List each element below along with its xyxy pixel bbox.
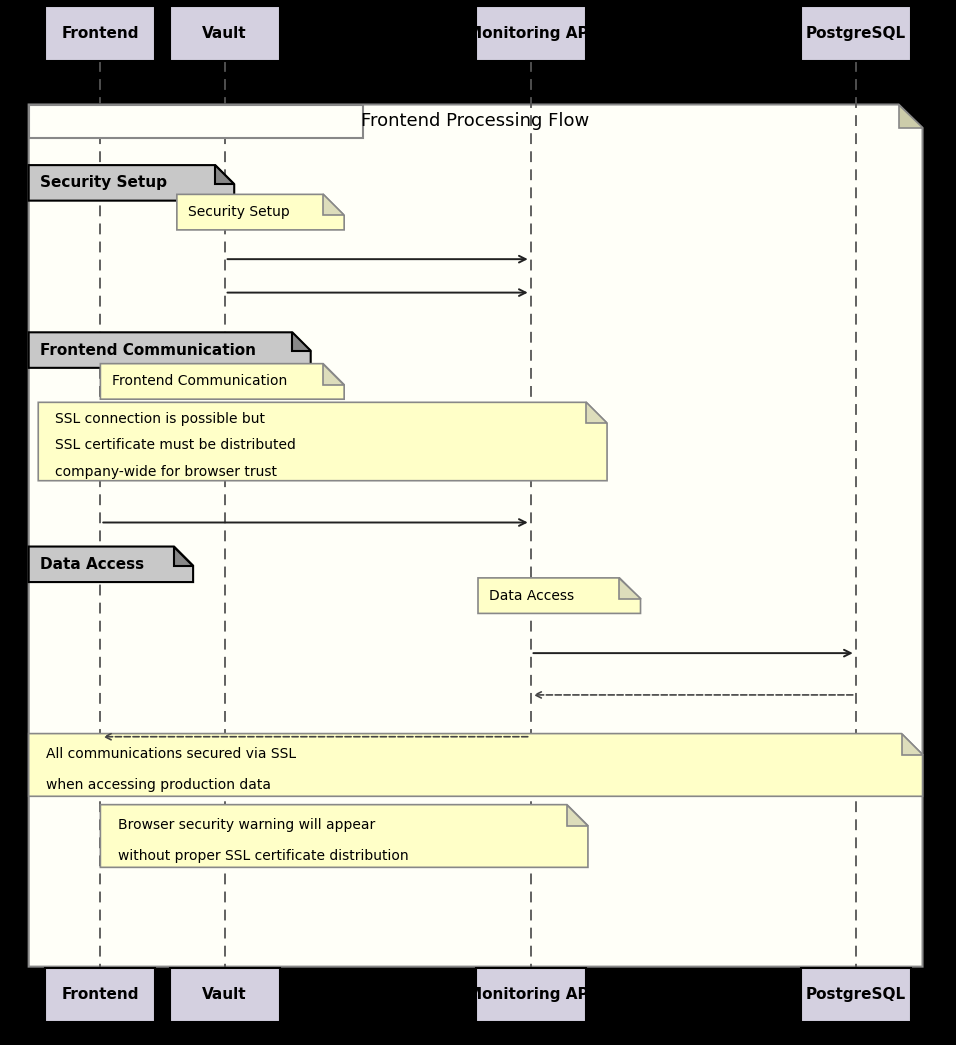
FancyBboxPatch shape [476,968,585,1022]
Text: company-wide for browser trust: company-wide for browser trust [55,465,277,479]
Text: SSL certificate must be distributed: SSL certificate must be distributed [55,439,296,452]
Polygon shape [100,364,344,399]
Text: Vault: Vault [203,988,247,1002]
Text: without proper SSL certificate distribution: without proper SSL certificate distribut… [118,850,408,863]
FancyBboxPatch shape [45,968,155,1022]
FancyBboxPatch shape [45,6,155,61]
Text: PostgreSQL: PostgreSQL [806,988,905,1002]
Polygon shape [29,104,923,967]
Text: Vault: Vault [203,26,247,41]
Text: Frontend Processing Flow: Frontend Processing Flow [361,112,590,131]
FancyBboxPatch shape [170,6,279,61]
Polygon shape [29,734,923,796]
Polygon shape [567,805,588,826]
Polygon shape [902,734,923,754]
FancyBboxPatch shape [476,6,585,61]
Text: Security Setup: Security Setup [188,205,290,219]
Text: Security Setup: Security Setup [40,176,167,190]
Polygon shape [619,578,641,599]
Polygon shape [323,194,344,215]
Text: All communications secured via SSL: All communications secured via SSL [46,747,296,761]
Text: PostgreSQL: PostgreSQL [806,26,905,41]
Text: Frontend: Frontend [61,988,140,1002]
FancyBboxPatch shape [800,968,910,1022]
Polygon shape [38,402,607,481]
Polygon shape [29,332,311,368]
Text: Monitoring API: Monitoring API [467,988,595,1002]
Text: Data Access: Data Access [40,557,144,572]
Polygon shape [29,547,193,582]
Text: Frontend: Frontend [61,26,140,41]
Text: Monitoring API: Monitoring API [467,26,595,41]
Polygon shape [29,104,363,138]
Polygon shape [586,402,607,423]
Polygon shape [29,165,234,201]
Polygon shape [292,332,311,351]
Polygon shape [323,364,344,385]
Text: Frontend Communication: Frontend Communication [40,343,256,357]
Polygon shape [100,805,588,867]
FancyBboxPatch shape [800,6,910,61]
Text: Browser security warning will appear: Browser security warning will appear [118,818,375,832]
Text: SSL connection is possible but: SSL connection is possible but [55,413,266,426]
Polygon shape [478,578,641,613]
Text: when accessing production data: when accessing production data [46,779,271,792]
Polygon shape [177,194,344,230]
Text: Frontend Communication: Frontend Communication [112,374,287,389]
Polygon shape [899,104,923,129]
Text: Data Access: Data Access [489,588,575,603]
Polygon shape [174,547,193,565]
Polygon shape [215,165,234,184]
FancyBboxPatch shape [170,968,279,1022]
